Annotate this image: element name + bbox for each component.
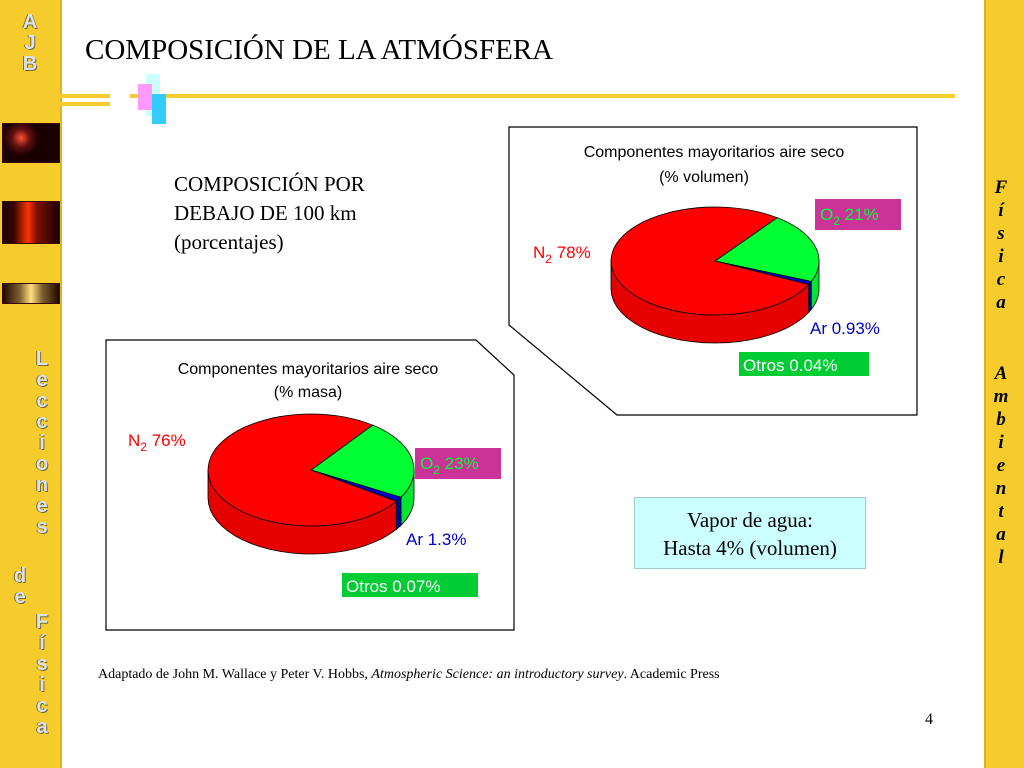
source-title: Atmospheric Science: an introductory sur… bbox=[371, 667, 624, 682]
pie-label-otros-bg bbox=[739, 352, 869, 376]
right-bar-letter: í bbox=[998, 200, 1004, 221]
left-bar-letter: d bbox=[13, 565, 27, 587]
left-bar-letter: a bbox=[36, 716, 48, 738]
right-bar-letter: a bbox=[996, 292, 1006, 313]
right-bar-letter: b bbox=[996, 409, 1006, 430]
pie-slice-o2 bbox=[310, 424, 415, 498]
page-title: COMPOSICIÓN DE LA ATMÓSFERA bbox=[85, 34, 554, 66]
subtitle-line-2: DEBAJO DE 100 km bbox=[174, 201, 357, 225]
subtitle-line-1: COMPOSICIÓN POR bbox=[174, 172, 365, 196]
left-bar-letter: F bbox=[35, 611, 49, 633]
source-prefix: Adaptado de John M. Wallace y Peter V. H… bbox=[98, 667, 372, 682]
left-bar-letter: o bbox=[35, 453, 49, 475]
left-bar-letter: n bbox=[35, 474, 49, 496]
chart-title-line1: Componentes mayoritarios aire seco bbox=[178, 361, 439, 378]
left-bar-letter: c bbox=[36, 411, 48, 433]
pie-chart: N2 78% O2 21% Ar 0.93% Otros 0.04% bbox=[533, 199, 901, 376]
right-bar-letter: s bbox=[997, 223, 1005, 244]
left-bar-letter: B bbox=[22, 53, 38, 75]
pie-slice-side-ar bbox=[396, 496, 402, 530]
pie-label-o2-bg bbox=[815, 199, 901, 230]
left-bar-letter: c bbox=[36, 695, 48, 717]
vapor-line-2: Hasta 4% (volumen) bbox=[663, 536, 837, 560]
photo-thumbnail-3 bbox=[2, 283, 60, 304]
vapor-line-1: Vapor de agua: bbox=[687, 508, 813, 532]
chart-volumen: Componentes mayoritarios aire seco (% vo… bbox=[508, 126, 918, 416]
left-bar-letter: L bbox=[35, 348, 49, 370]
right-sidebar bbox=[984, 0, 1024, 768]
photo-thumbnail-1 bbox=[2, 123, 60, 163]
left-bar-letter: e bbox=[36, 369, 48, 391]
chart-title-line2: (% volumen) bbox=[659, 169, 749, 186]
right-bar-letter: l bbox=[998, 547, 1004, 568]
pie-label-otros: Otros 0.04% bbox=[743, 356, 838, 375]
left-bar-letter: i bbox=[39, 432, 45, 454]
right-bar-letter: i bbox=[998, 246, 1004, 267]
left-bar-letter: A bbox=[22, 11, 38, 33]
right-bar-letter: t bbox=[998, 501, 1004, 522]
right-bar-letter: a bbox=[996, 524, 1006, 545]
left-bar-letter: J bbox=[24, 32, 36, 54]
section-subtitle: COMPOSICIÓN POR DEBAJO DE 100 km (porcen… bbox=[174, 170, 434, 257]
vapor-note: Vapor de agua: Hasta 4% (volumen) bbox=[634, 497, 866, 569]
left-bar-letter: í bbox=[39, 632, 45, 654]
pie-slice-n2 bbox=[610, 206, 810, 316]
left-bar-letter: c bbox=[36, 390, 48, 412]
pie-label-n2: N2 76% bbox=[128, 431, 186, 454]
subtitle-line-3: (porcentajes) bbox=[174, 230, 284, 254]
left-bar-letter: s bbox=[36, 516, 48, 538]
pie-label-o2: O2 21% bbox=[820, 205, 879, 228]
photo-thumbnail-2 bbox=[2, 201, 60, 244]
pie-label-ar: Ar 1.3% bbox=[406, 530, 466, 549]
chart-title-line2: (% masa) bbox=[274, 384, 342, 401]
source-suffix: . Academic Press bbox=[623, 667, 720, 682]
chart-title-line1: Componentes mayoritarios aire seco bbox=[584, 144, 845, 161]
right-bar-letter: m bbox=[993, 386, 1009, 407]
page-number: 4 bbox=[925, 711, 933, 728]
right-bar-letter: F bbox=[994, 177, 1008, 198]
left-bar-letter: e bbox=[36, 495, 48, 517]
right-bar-letter: c bbox=[996, 269, 1006, 290]
pie-label-otros-bg bbox=[342, 573, 478, 597]
pie-label-o2: O2 23% bbox=[420, 454, 479, 477]
left-bar-letter: s bbox=[36, 653, 48, 675]
pie-chart: N2 76% O2 23% Ar 1.3% Otros 0.07% bbox=[128, 413, 501, 597]
left-bar-letter: i bbox=[39, 674, 45, 696]
right-bar-letter: i bbox=[998, 432, 1004, 453]
pie-slice-o2 bbox=[714, 217, 820, 282]
pie-slice-n2 bbox=[207, 413, 398, 527]
pie-label-otros: Otros 0.07% bbox=[346, 577, 441, 596]
left-bar-letter: e bbox=[14, 586, 26, 608]
chart-masa: Componentes mayoritarios aire seco (% ma… bbox=[105, 339, 515, 631]
pie-label-o2-bg bbox=[415, 448, 501, 479]
pie-label-ar: Ar 0.93% bbox=[810, 319, 880, 338]
right-bar-letter: A bbox=[994, 363, 1008, 384]
title-decoration bbox=[60, 74, 955, 124]
right-bar-letter: e bbox=[996, 455, 1006, 476]
pie-label-n2: N2 78% bbox=[533, 243, 591, 266]
right-bar-letter: n bbox=[995, 478, 1007, 499]
source-citation: Adaptado de John M. Wallace y Peter V. H… bbox=[98, 667, 720, 683]
